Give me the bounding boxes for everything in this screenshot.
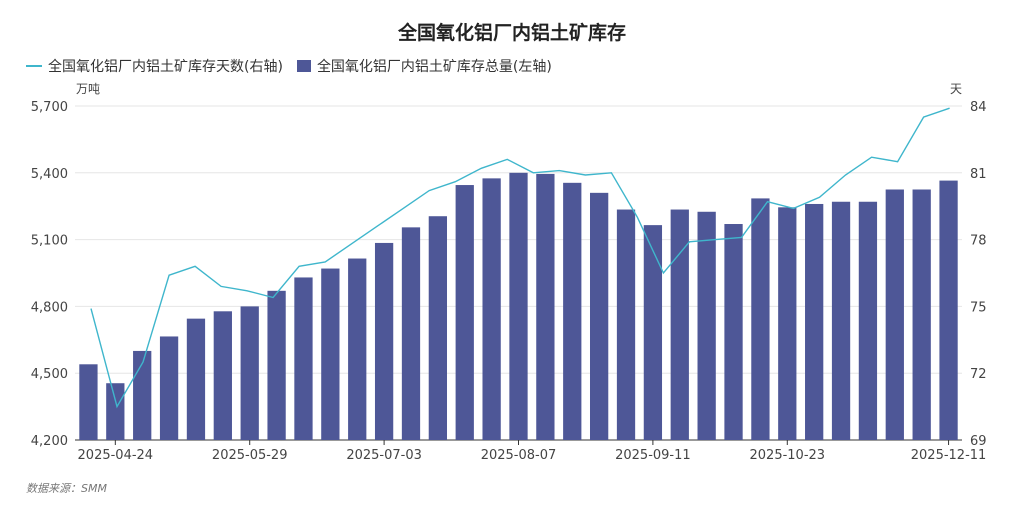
bar bbox=[643, 225, 663, 440]
bar bbox=[213, 311, 232, 440]
bar bbox=[778, 207, 797, 440]
bar bbox=[294, 277, 313, 440]
bar bbox=[805, 203, 824, 440]
y-tick-label: 5,400 bbox=[31, 167, 68, 182]
x-tick-label: 2025-05-29 bbox=[212, 448, 288, 463]
bar bbox=[186, 318, 206, 440]
y-tick-label: 4,500 bbox=[31, 367, 68, 382]
bar bbox=[536, 173, 555, 440]
bar bbox=[428, 216, 448, 440]
data-source: 数据来源：SMM bbox=[26, 482, 107, 495]
y2-tick-label: 69 bbox=[970, 434, 987, 449]
legend-label-total: 全国氧化铝厂内铝土矿库存总量(左轴) bbox=[316, 59, 552, 75]
left-axis-unit: 万吨 bbox=[76, 82, 101, 96]
y-tick-label: 5,700 bbox=[31, 100, 68, 115]
right-axis-unit: 天 bbox=[950, 82, 963, 96]
y-tick-label: 4,200 bbox=[31, 434, 68, 449]
bar bbox=[106, 383, 125, 440]
bar bbox=[939, 180, 958, 441]
bar bbox=[670, 209, 689, 440]
x-tick-label: 2025-08-07 bbox=[481, 448, 557, 463]
legend-item-days[interactable]: 全国氧化铝厂内铝土矿库存天数(右轴) bbox=[26, 56, 283, 76]
x-tick-label: 2025-10-23 bbox=[750, 448, 826, 463]
bar bbox=[455, 185, 474, 440]
bar bbox=[482, 178, 501, 440]
bar bbox=[697, 211, 716, 440]
bar bbox=[240, 306, 259, 440]
legend: 全国氧化铝厂内铝土矿库存天数(右轴) 全国氧化铝厂内铝土矿库存总量(左轴) bbox=[26, 56, 566, 76]
bar bbox=[133, 350, 152, 440]
x-tick-label: 2025-12-11 bbox=[911, 448, 987, 463]
y2-tick-label: 75 bbox=[970, 300, 987, 315]
bar bbox=[885, 189, 904, 440]
legend-item-total[interactable]: 全国氧化铝厂内铝土矿库存总量(左轴) bbox=[296, 56, 552, 76]
bar bbox=[509, 172, 528, 441]
y2-tick-label: 72 bbox=[970, 367, 987, 382]
legend-bar-swatch bbox=[296, 60, 311, 72]
y2-tick-label: 84 bbox=[970, 100, 987, 115]
legend-line-swatch bbox=[26, 65, 42, 67]
legend-label-days: 全国氧化铝厂内铝土矿库存天数(右轴) bbox=[48, 59, 283, 75]
bar bbox=[751, 198, 770, 440]
x-tick-label: 2025-07-03 bbox=[346, 448, 422, 463]
bar bbox=[858, 201, 878, 440]
bar bbox=[401, 227, 421, 440]
bar bbox=[616, 209, 636, 440]
y-tick-label: 5,100 bbox=[31, 234, 68, 249]
bar bbox=[348, 258, 367, 440]
bar bbox=[79, 364, 98, 440]
y-tick-label: 4,800 bbox=[31, 300, 68, 315]
x-tick-label: 2025-09-11 bbox=[615, 448, 691, 463]
bar bbox=[267, 290, 286, 440]
bar bbox=[321, 268, 340, 440]
bar bbox=[563, 182, 582, 440]
bar bbox=[374, 242, 394, 440]
days-line bbox=[90, 107, 950, 409]
bar bbox=[589, 192, 609, 440]
bar bbox=[159, 336, 179, 440]
bar bbox=[912, 189, 931, 440]
bar bbox=[724, 224, 743, 440]
y2-tick-label: 81 bbox=[970, 167, 987, 182]
chart-title: 全国氧化铝厂内铝土矿库存 bbox=[397, 22, 626, 44]
x-tick-label: 2025-04-24 bbox=[78, 448, 154, 463]
y2-tick-label: 78 bbox=[970, 234, 987, 249]
bar bbox=[831, 201, 851, 440]
